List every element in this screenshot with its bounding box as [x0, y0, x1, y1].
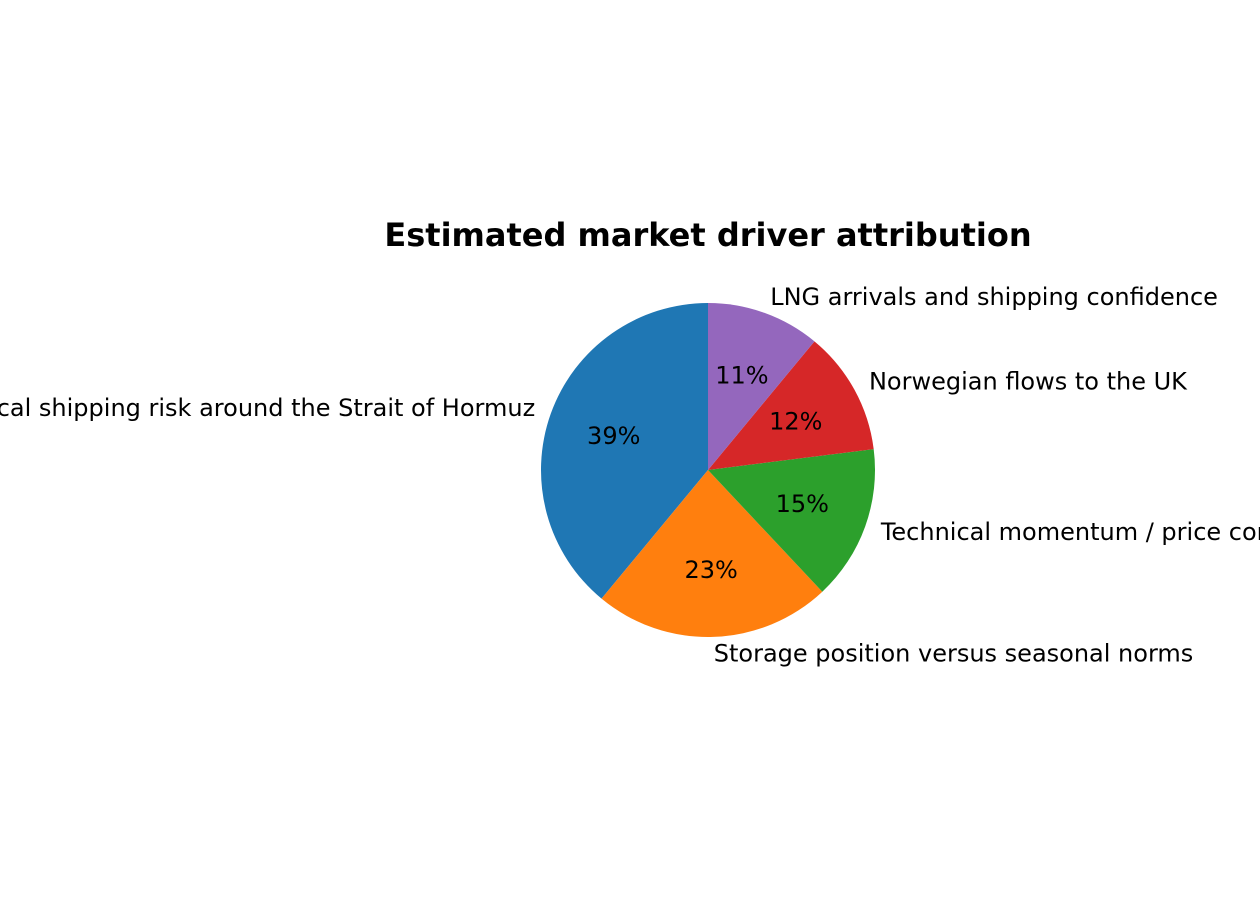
pie-slice [541, 303, 708, 599]
slice-percentage-label: 39% [587, 422, 640, 450]
pie-slice [708, 449, 875, 592]
slice-percentage-label: 15% [776, 490, 829, 518]
slice-category-label: Geopolitical shipping risk around the St… [0, 394, 535, 422]
pie-slice [708, 341, 874, 470]
slice-category-label: LNG arrivals and shipping confidence [770, 283, 1218, 311]
slice-percentage-label: 11% [715, 362, 768, 390]
slice-category-label: Norwegian flows to the UK [869, 368, 1188, 396]
percentage-labels: 39% 23% 15% 12%11% [587, 362, 829, 584]
slice-category-label: Storage position versus seasonal norms [714, 640, 1194, 668]
slice-percentage-label: 23% [684, 556, 737, 584]
slice-percentage-label: 12% [769, 408, 822, 436]
pie-slice [601, 470, 823, 638]
slice-category-label: Technical momentum / price consolidation [880, 518, 1260, 546]
chart-title: Estimated market driver attribution [384, 216, 1031, 254]
category-labels: Geopolitical shipping risk around the St… [0, 283, 1260, 667]
pie-slice [708, 303, 815, 470]
pie-slices [541, 303, 875, 638]
